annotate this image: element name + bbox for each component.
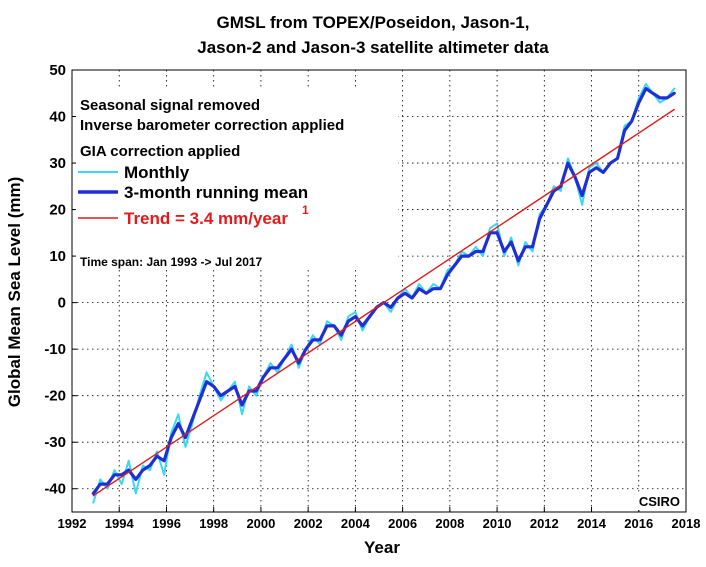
x-tick-label-2008: 2008 [435,516,464,531]
x-tick-label-1994: 1994 [105,516,135,531]
x-axis-label: Year [364,538,400,557]
y-axis-label: Global Mean Sea Level (mm) [5,177,24,408]
x-tick-label-2014: 2014 [577,516,607,531]
y-tick-label--10: -10 [44,341,66,358]
time-span-note: Time span: Jan 1993 -> Jul 2017 [80,255,263,269]
watermark-csiro: CSIRO [639,494,680,509]
plot-frame [71,69,687,513]
y-tick-label-20: 20 [49,202,66,219]
x-tick-label-2004: 2004 [341,516,371,531]
note-inverse-barometer: Inverse barometer correction applied [80,117,344,134]
y-tick-label--30: -30 [44,434,66,451]
watermark-background [624,492,682,510]
legend: Monthly 3-month running mean Trend = 3.4… [78,163,309,228]
chart-title-line-1: GMSL from TOPEX/Poseidon, Jason-1, [217,13,530,32]
y-tick-label-40: 40 [49,109,66,126]
y-tick-label-30: 30 [49,155,66,172]
y-tick-label--20: -20 [44,388,66,405]
note-seasonal: Seasonal signal removed [80,97,260,114]
x-tick-label-2018: 2018 [672,516,701,531]
chart-title-line-2: Jason-2 and Jason-3 satellite altimeter … [197,38,549,57]
y-tick-label-10: 10 [49,248,66,265]
legend-label-running-mean: 3-month running mean [124,183,308,202]
note-gia: GIA correction applied [80,143,240,160]
x-tick-label-1998: 1998 [199,516,228,531]
x-tick-label-2002: 2002 [294,516,323,531]
x-tick-label-2006: 2006 [388,516,417,531]
legend-label-monthly: Monthly [124,163,190,182]
x-tick-label-2000: 2000 [246,516,275,531]
y-axis-ticks: -40 -30 -20 -10 0 10 20 30 40 50 [44,62,77,498]
notes-background [76,90,398,268]
x-tick-label-2016: 2016 [624,516,653,531]
x-tick-label-2010: 2010 [483,516,512,531]
series-trend [92,108,675,497]
legend-trend-superscript: 1 [302,203,309,217]
y-tick-label-50: 50 [49,62,66,79]
legend-label-trend: Trend = 3.4 mm/year [124,209,288,228]
y-tick-label--40: -40 [44,481,66,498]
y-tick-label-0: 0 [58,295,66,312]
x-tick-label-2012: 2012 [530,516,559,531]
series-layer [91,83,676,504]
x-tick-label-1996: 1996 [152,516,181,531]
x-tick-label-1992: 1992 [58,516,87,531]
x-axis-ticks: 1992 1994 1996 1998 2000 2002 2004 2006 2008 2010… [58,507,701,531]
